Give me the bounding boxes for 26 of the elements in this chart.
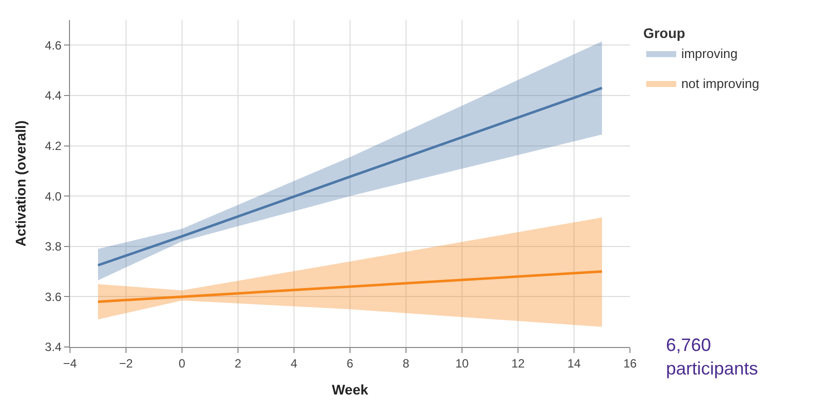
- text: 6,760 participants: [666, 335, 758, 378]
- x-tick-label: 4: [290, 356, 298, 370]
- x-tick-label: 8: [402, 356, 410, 370]
- legend-label: improving: [681, 46, 738, 62]
- x-tick-label: 14: [567, 356, 581, 370]
- y-tick-label: 4.2: [44, 138, 62, 153]
- line-series: [96, 270, 604, 303]
- y-axis-title: Activation (overall): [12, 120, 29, 247]
- y-tick-label: 3.4: [44, 340, 62, 354]
- x-tick-label: 12: [511, 356, 525, 370]
- y-tick-label: 3.8: [44, 240, 62, 254]
- x-tick-label: −2: [119, 356, 134, 370]
- x-tick-label: 6: [346, 356, 354, 370]
- y-tick-label: 4.0: [44, 189, 62, 204]
- x-tick-label: 0: [178, 356, 186, 370]
- y-tick-label: 3.6: [44, 290, 62, 304]
- x-axis-title: Week: [332, 382, 368, 398]
- legend-title: Group: [643, 25, 686, 42]
- line-series: [96, 86, 604, 266]
- x-tick-label: 10: [455, 356, 469, 370]
- x-tick-label: −4: [63, 356, 78, 370]
- y-tick-label: 4.4: [44, 88, 62, 103]
- y-tick-label: 4.6: [44, 38, 62, 52]
- legend-label: not improving: [681, 76, 760, 92]
- x-tick-label: 16: [623, 356, 637, 370]
- x-tick-label: 2: [234, 356, 242, 370]
